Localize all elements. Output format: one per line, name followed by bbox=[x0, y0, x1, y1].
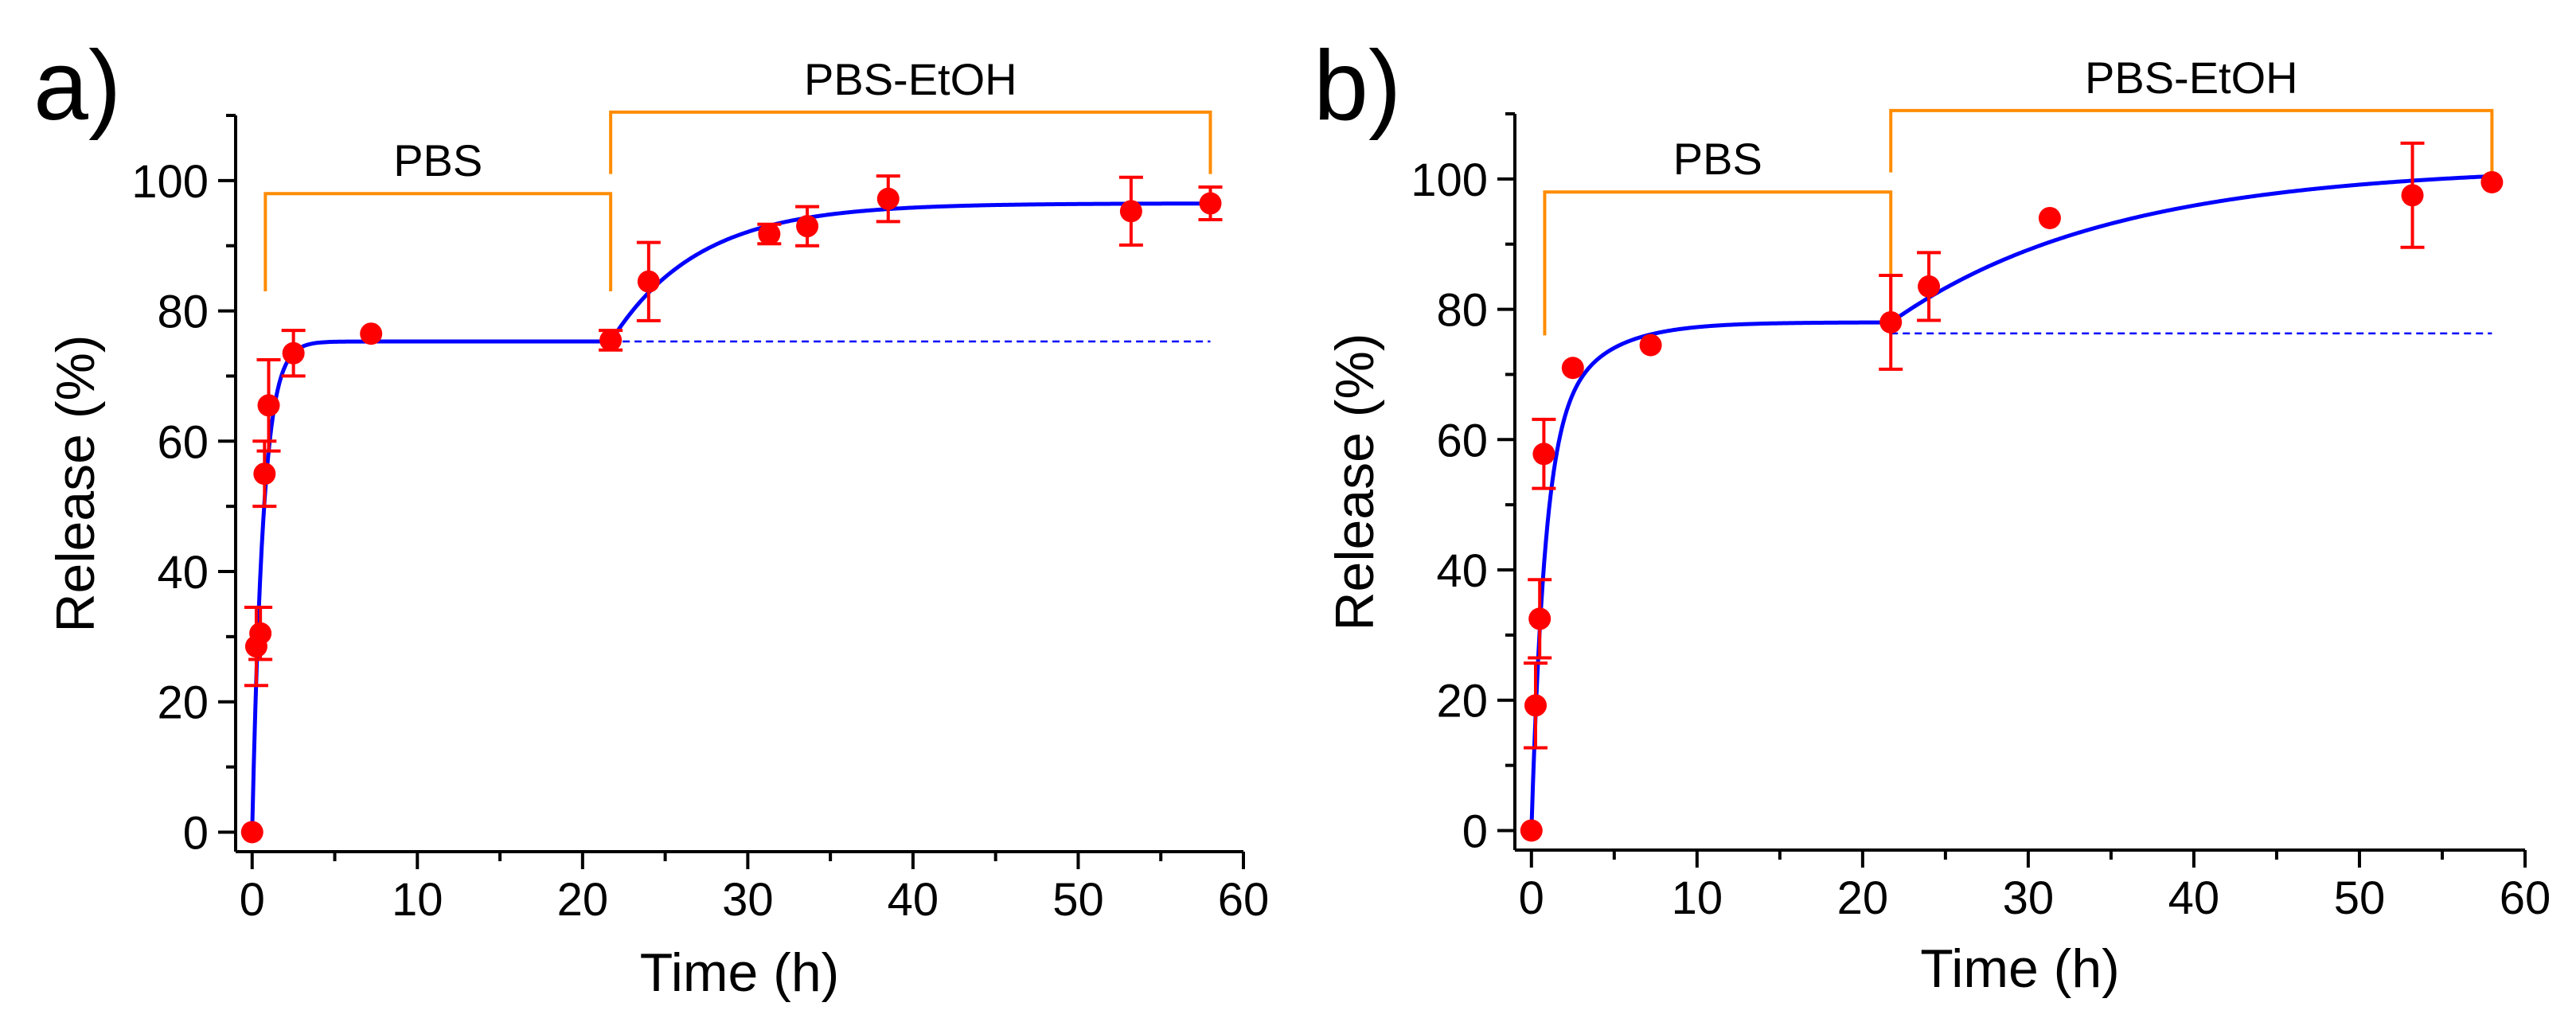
bracket-label: PBS-EtOH bbox=[804, 54, 1017, 104]
panel-a: a) 0 10 20 30 40 50 60 0 20 40 60 80 100 Time (h) Relea… bbox=[33, 31, 1269, 1003]
x-tick-label: 10 bbox=[392, 874, 443, 926]
data-point bbox=[758, 222, 781, 245]
bracket-label: PBS-EtOH bbox=[2085, 53, 2298, 103]
data-point bbox=[1532, 443, 1555, 466]
x-tick-label: 30 bbox=[2003, 872, 2055, 924]
y-tick-label: 0 bbox=[1462, 806, 1488, 857]
data-point bbox=[876, 187, 900, 210]
x-tick-label: 40 bbox=[888, 874, 939, 926]
y-tick-label: 20 bbox=[1436, 676, 1488, 727]
data-point bbox=[1528, 607, 1551, 630]
data-point bbox=[1918, 275, 1941, 298]
data-point bbox=[360, 322, 383, 345]
panel-label: a) bbox=[33, 31, 121, 141]
y-tick-label: 40 bbox=[1436, 545, 1488, 597]
y-tick-label: 80 bbox=[157, 287, 209, 338]
bracket-pbs bbox=[1543, 190, 1893, 336]
x-tick-label: 10 bbox=[1672, 872, 1723, 924]
data-point bbox=[796, 215, 819, 238]
data-point bbox=[2401, 184, 2424, 207]
data-point bbox=[2480, 170, 2504, 193]
bracket-label: PBS bbox=[1673, 134, 1762, 184]
x-tick-label: 50 bbox=[2334, 872, 2386, 924]
x-tick-label: 20 bbox=[557, 874, 609, 926]
bracket-pbs bbox=[263, 192, 613, 292]
x-tick-label: 40 bbox=[2168, 872, 2220, 924]
panel-b: b) 0 10 20 30 40 50 60 0 20 40 60 80 100 Time (h) Relea… bbox=[1313, 31, 2551, 999]
y-tick-label: 40 bbox=[157, 547, 209, 599]
y-axis-title: Release (%) bbox=[45, 334, 106, 632]
data-point bbox=[637, 270, 660, 293]
bracket-label: PBS bbox=[393, 135, 482, 185]
panel-label: b) bbox=[1313, 31, 1401, 141]
data-point bbox=[1199, 192, 1222, 215]
y-tick-label: 60 bbox=[157, 416, 209, 468]
x-tick-label: 20 bbox=[1837, 872, 1889, 924]
y-tick-label: 60 bbox=[1436, 415, 1488, 466]
data-point bbox=[253, 462, 276, 486]
x-tick-label: 50 bbox=[1052, 874, 1104, 926]
data-point bbox=[240, 821, 263, 844]
bracket-pbs-etoh bbox=[609, 110, 1212, 174]
data-point bbox=[1119, 200, 1142, 223]
data-point bbox=[1561, 357, 1584, 380]
data-point bbox=[1520, 819, 1543, 842]
bracket-pbs-etoh bbox=[1889, 108, 2494, 173]
y-axis-title: Release (%) bbox=[1325, 333, 1385, 630]
data-point bbox=[257, 394, 280, 417]
data-point bbox=[1524, 694, 1548, 717]
data-point bbox=[249, 622, 272, 645]
data-point bbox=[599, 329, 623, 352]
x-tick-label: 60 bbox=[1218, 874, 1270, 926]
y-tick-label: 100 bbox=[1411, 154, 1488, 206]
fit-curve bbox=[1529, 174, 2492, 831]
x-axis-title: Time (h) bbox=[1920, 938, 2120, 999]
x-tick-label: 0 bbox=[240, 874, 265, 926]
x-tick-label: 0 bbox=[1519, 872, 1544, 924]
fit-curve bbox=[250, 201, 1211, 833]
data-point bbox=[1639, 334, 1662, 357]
y-tick-label: 100 bbox=[131, 156, 209, 208]
data-point bbox=[2038, 206, 2061, 229]
data-point bbox=[1879, 310, 1903, 334]
data-point bbox=[282, 341, 305, 365]
y-tick-label: 0 bbox=[183, 807, 209, 859]
x-axis-title: Time (h) bbox=[640, 942, 840, 1003]
y-tick-label: 20 bbox=[157, 677, 209, 729]
x-tick-label: 30 bbox=[722, 874, 774, 926]
y-tick-label: 80 bbox=[1436, 285, 1488, 337]
x-tick-label: 60 bbox=[2500, 872, 2551, 924]
